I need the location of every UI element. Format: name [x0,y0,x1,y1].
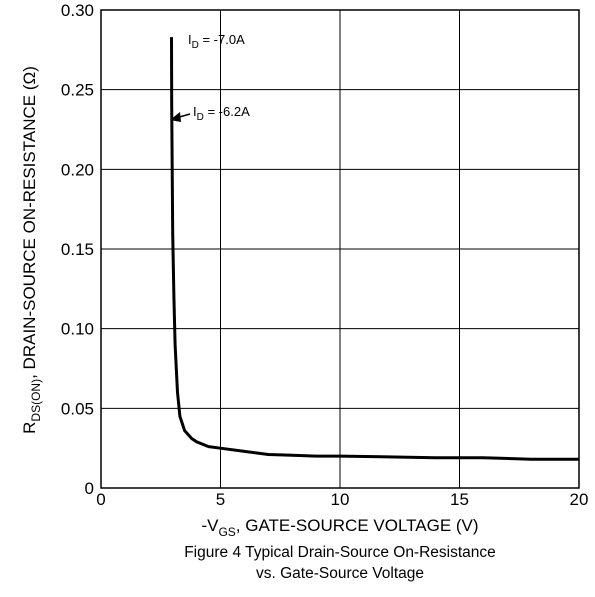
x-tick-labels: 0 5 10 15 20 [96,490,588,509]
y-tick-label: 0.10 [61,320,94,339]
y-tick-label: 0.15 [61,240,94,259]
x-tick-label: 20 [570,490,589,509]
annotation-id-7: ID = -7.0A [188,32,245,51]
x-tick-label: 5 [216,490,225,509]
y-axis-label: RDS(ON), DRAIN-SOURCE ON-RESISTANCE (Ω) [20,66,43,434]
chart-title: Figure 4 Typical Drain-Source On-Resista… [184,544,496,561]
x-tick-label: 10 [331,490,350,509]
y-tick-label: 0 [85,479,94,498]
x-tick-label: 15 [450,490,469,509]
x-tick-label: 0 [96,490,105,509]
x-axis-label: -VGS, GATE-SOURCE VOLTAGE (V) [201,516,478,539]
annotation-id-6: ID = -6.2A [193,104,250,123]
grid [101,10,579,488]
annotation-arrow-head [170,112,181,122]
plot-frame [100,9,580,489]
y-tick-label: 0.05 [61,399,94,418]
y-tick-label: 0.25 [61,81,94,100]
series-line [170,37,579,461]
chart-subtitle: vs. Gate-Source Voltage [256,565,424,582]
y-tick-labels: 0 0.05 0.10 0.15 0.20 0.25 0.30 [61,1,94,498]
y-tick-label: 0.30 [61,1,94,20]
y-tick-label: 0.20 [61,160,94,179]
